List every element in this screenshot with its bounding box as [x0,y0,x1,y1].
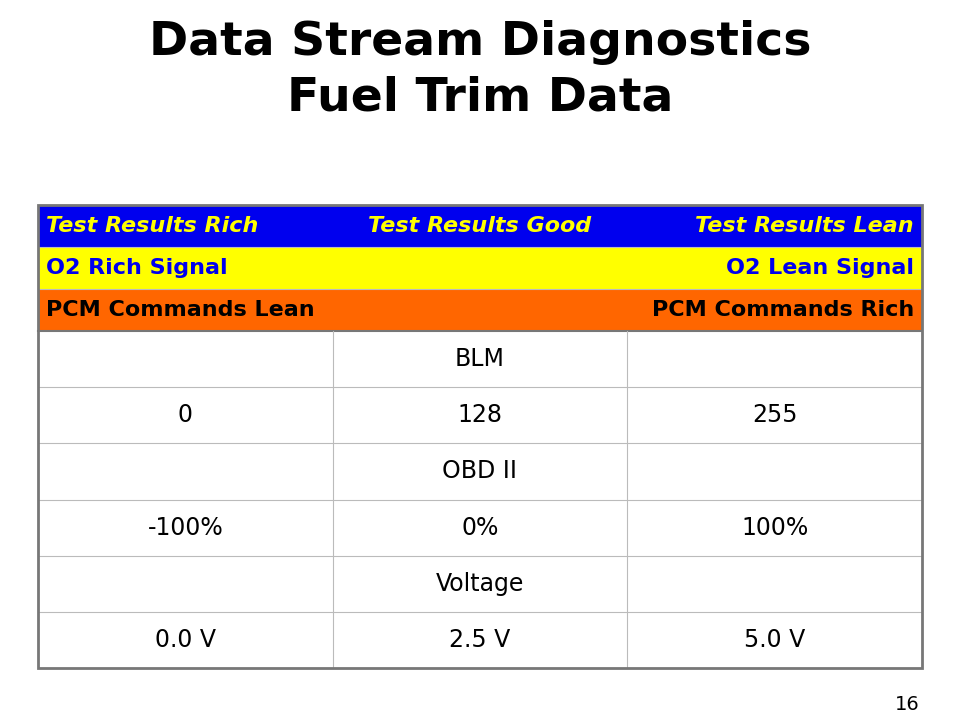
Text: OBD II: OBD II [443,459,517,483]
Text: PCM Commands Lean: PCM Commands Lean [46,300,315,320]
Text: Test Results Lean: Test Results Lean [695,216,914,236]
Bar [38,205,922,247]
Bar [38,387,922,444]
Text: O2 Rich Signal: O2 Rich Signal [46,258,228,278]
Bar [38,500,922,556]
Text: BLM: BLM [455,347,505,371]
Text: 16: 16 [896,695,920,714]
Text: 0: 0 [178,403,193,427]
Text: PCM Commands Rich: PCM Commands Rich [652,300,914,320]
Bar [38,331,922,387]
Bar [38,556,922,612]
Text: 100%: 100% [741,516,808,539]
Text: 0%: 0% [462,516,498,539]
Bar [38,289,922,331]
Text: Test Results Rich: Test Results Rich [46,216,258,236]
Bar [38,205,922,668]
Text: 128: 128 [458,403,502,427]
Text: Data Stream Diagnostics
Fuel Trim Data: Data Stream Diagnostics Fuel Trim Data [149,20,811,120]
Text: 0.0 V: 0.0 V [155,628,216,652]
Bar [38,612,922,668]
Text: Voltage: Voltage [436,572,524,595]
Bar [38,247,922,289]
Text: Test Results Good: Test Results Good [369,216,591,236]
Text: O2 Lean Signal: O2 Lean Signal [726,258,914,278]
Text: 5.0 V: 5.0 V [744,628,805,652]
Text: 255: 255 [752,403,798,427]
Text: -100%: -100% [148,516,224,539]
Text: 2.5 V: 2.5 V [449,628,511,652]
Bar [38,444,922,500]
